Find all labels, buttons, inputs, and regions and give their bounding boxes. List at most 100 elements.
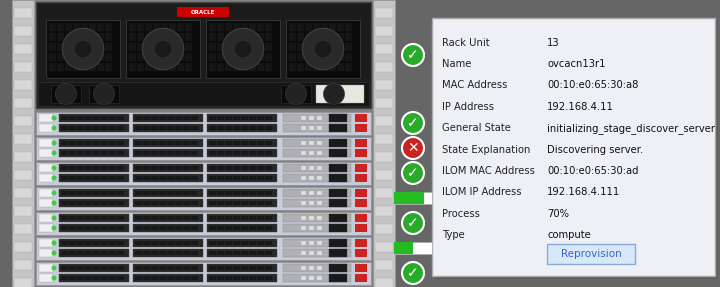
- Bar: [49, 53, 56, 61]
- Bar: [257, 151, 264, 155]
- Bar: [265, 176, 272, 180]
- Bar: [39, 139, 53, 147]
- Bar: [175, 151, 182, 155]
- Bar: [133, 214, 203, 222]
- Bar: [309, 151, 314, 155]
- Bar: [143, 226, 150, 230]
- Bar: [283, 264, 351, 272]
- Bar: [145, 63, 152, 71]
- Bar: [241, 126, 248, 130]
- Bar: [109, 141, 116, 145]
- Bar: [249, 201, 256, 205]
- Bar: [85, 266, 92, 270]
- Bar: [217, 23, 224, 31]
- Bar: [286, 20, 360, 78]
- Circle shape: [52, 226, 56, 230]
- Bar: [59, 174, 129, 182]
- Bar: [77, 201, 84, 205]
- Bar: [151, 226, 158, 230]
- Bar: [137, 23, 144, 31]
- Circle shape: [52, 276, 56, 280]
- Bar: [283, 149, 351, 157]
- Bar: [257, 266, 264, 270]
- Bar: [117, 126, 124, 130]
- Bar: [59, 274, 129, 282]
- Bar: [117, 116, 124, 120]
- Text: 13: 13: [547, 38, 559, 48]
- Bar: [337, 63, 344, 71]
- Bar: [321, 63, 328, 71]
- Circle shape: [52, 251, 56, 255]
- Bar: [117, 251, 124, 255]
- Bar: [209, 241, 216, 245]
- Circle shape: [314, 40, 332, 58]
- Bar: [167, 191, 174, 195]
- Bar: [177, 33, 184, 41]
- Text: ✓: ✓: [408, 216, 419, 230]
- Bar: [167, 251, 174, 255]
- Bar: [39, 249, 53, 257]
- Bar: [61, 276, 68, 280]
- Bar: [143, 201, 150, 205]
- Bar: [207, 149, 277, 157]
- Bar: [143, 126, 150, 130]
- Bar: [217, 33, 224, 41]
- Bar: [69, 216, 76, 220]
- Bar: [61, 251, 68, 255]
- Bar: [289, 23, 296, 31]
- Bar: [283, 199, 351, 207]
- Bar: [257, 276, 264, 280]
- Bar: [283, 174, 351, 182]
- Bar: [345, 63, 352, 71]
- Bar: [297, 23, 304, 31]
- Bar: [38, 82, 369, 106]
- Bar: [145, 53, 152, 61]
- Bar: [69, 251, 76, 255]
- Bar: [69, 176, 76, 180]
- Bar: [135, 216, 142, 220]
- Bar: [217, 216, 224, 220]
- Bar: [225, 63, 232, 71]
- Bar: [241, 226, 248, 230]
- Bar: [109, 176, 116, 180]
- Bar: [375, 152, 393, 162]
- Bar: [101, 201, 108, 205]
- Bar: [394, 242, 432, 254]
- Bar: [375, 8, 393, 18]
- Bar: [225, 43, 232, 51]
- Bar: [283, 224, 351, 232]
- Circle shape: [52, 141, 56, 146]
- Bar: [317, 191, 322, 195]
- Bar: [249, 126, 256, 130]
- Bar: [153, 33, 160, 41]
- Text: initializing_stage_discover_server: initializing_stage_discover_server: [547, 123, 715, 134]
- Bar: [34, 0, 373, 287]
- Bar: [129, 43, 136, 51]
- Bar: [249, 53, 256, 61]
- Bar: [337, 23, 344, 31]
- Bar: [105, 33, 112, 41]
- Bar: [81, 33, 88, 41]
- Bar: [241, 276, 248, 280]
- Bar: [137, 33, 144, 41]
- Bar: [36, 262, 371, 285]
- Bar: [183, 251, 190, 255]
- Bar: [191, 151, 198, 155]
- Bar: [321, 53, 328, 61]
- Text: IP Address: IP Address: [442, 102, 494, 112]
- Bar: [209, 216, 216, 220]
- Bar: [321, 43, 328, 51]
- Bar: [137, 53, 144, 61]
- Text: ILOM IP Address: ILOM IP Address: [442, 187, 521, 197]
- Bar: [355, 264, 367, 272]
- Bar: [209, 276, 216, 280]
- Text: Name: Name: [442, 59, 472, 69]
- Bar: [175, 141, 182, 145]
- Bar: [135, 126, 142, 130]
- Bar: [137, 63, 144, 71]
- Bar: [309, 176, 314, 180]
- Bar: [135, 226, 142, 230]
- Bar: [265, 251, 272, 255]
- Bar: [337, 33, 344, 41]
- Circle shape: [52, 216, 56, 220]
